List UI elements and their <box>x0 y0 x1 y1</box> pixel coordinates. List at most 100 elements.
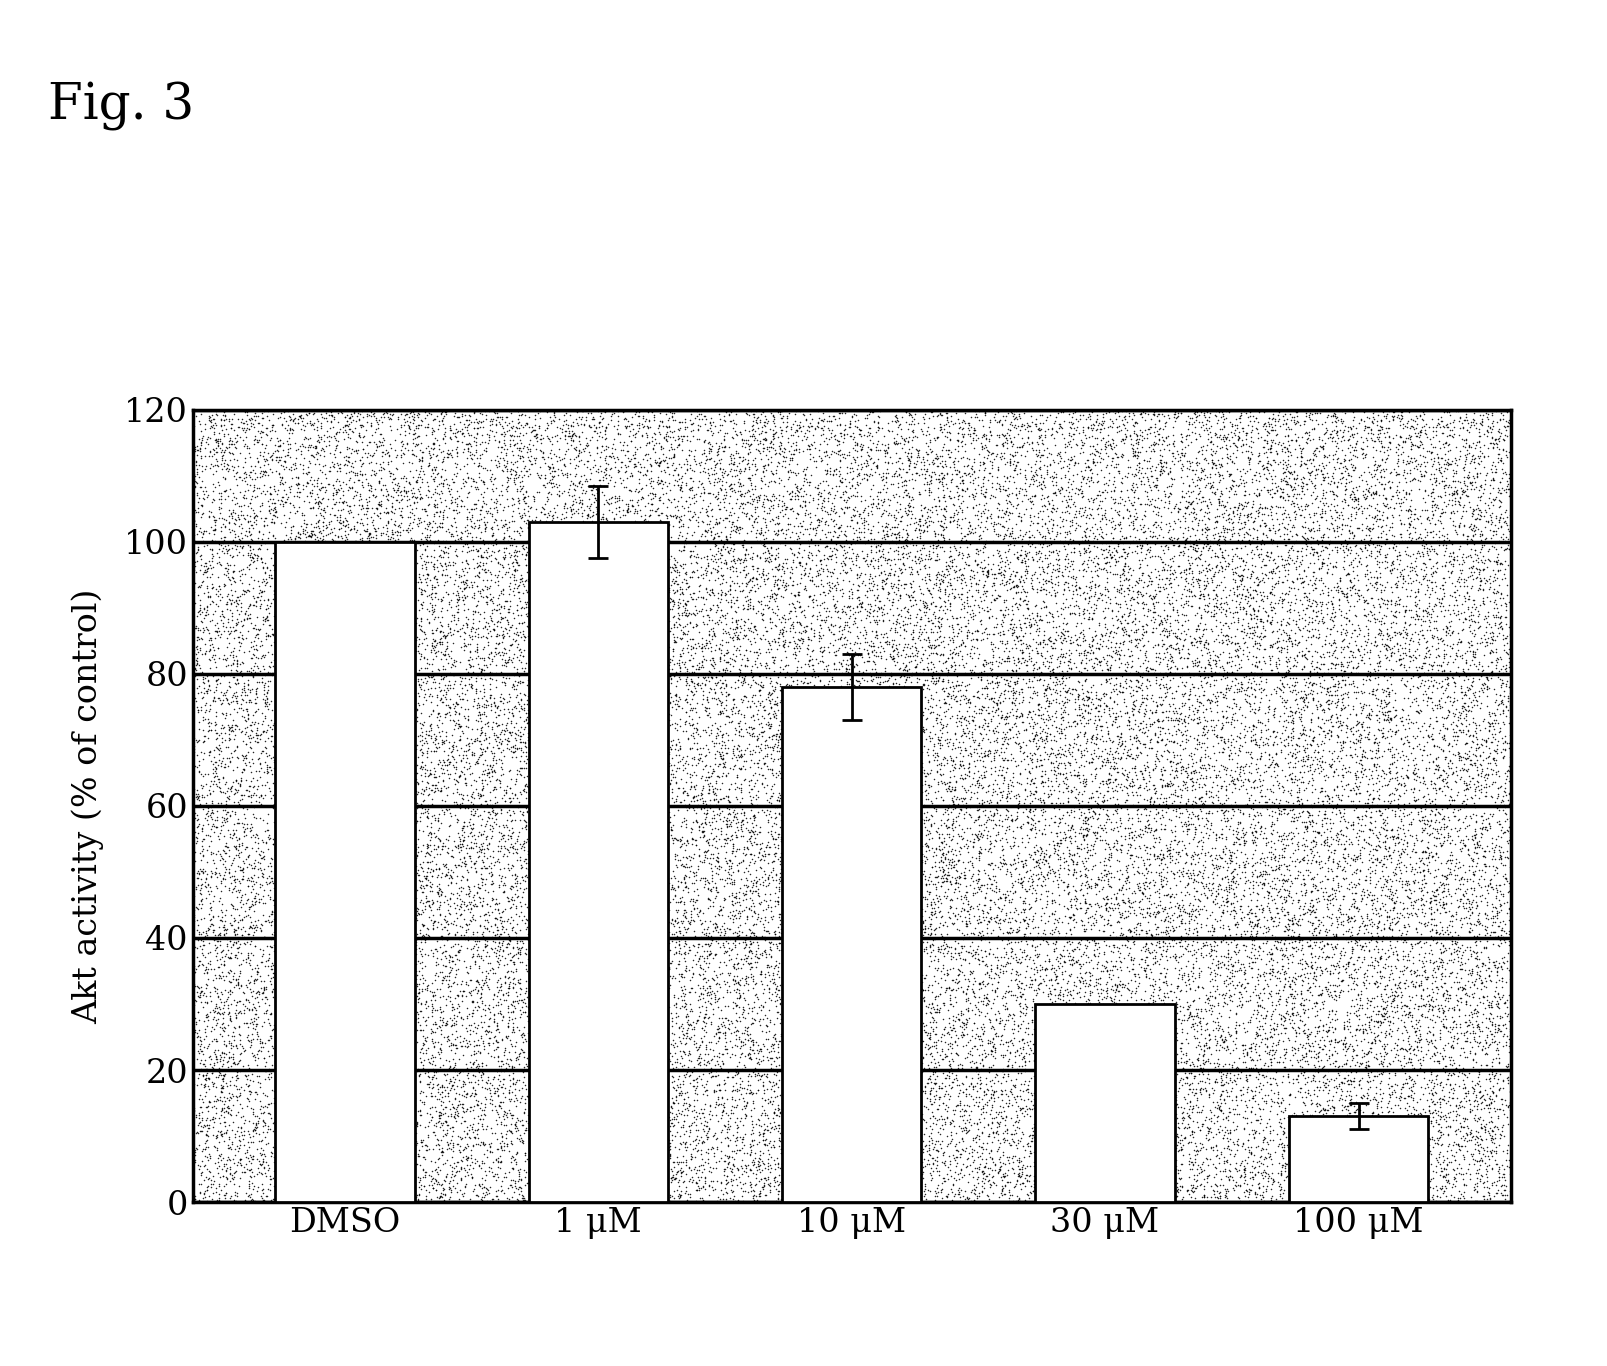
Point <box>688 1050 714 1072</box>
Point <box>1332 697 1358 719</box>
Point <box>947 798 972 820</box>
Point <box>1141 874 1167 896</box>
Point <box>924 445 950 467</box>
Point <box>816 941 842 963</box>
Point <box>333 634 358 656</box>
Point <box>1184 1139 1210 1161</box>
Point <box>463 1065 489 1087</box>
Point <box>943 1042 969 1064</box>
Point <box>1114 479 1139 501</box>
Point <box>198 1091 223 1113</box>
Point <box>675 478 701 500</box>
Point <box>1056 1055 1082 1076</box>
Point <box>1313 1100 1339 1121</box>
Point <box>1282 1128 1308 1150</box>
Point <box>1096 934 1122 956</box>
Point <box>530 777 556 799</box>
Point <box>366 858 392 880</box>
Point <box>1456 460 1482 482</box>
Point <box>1073 870 1099 892</box>
Point <box>632 918 657 940</box>
Point <box>461 742 487 764</box>
Point <box>426 676 452 698</box>
Point <box>657 447 683 469</box>
Point <box>339 1164 365 1186</box>
Point <box>1390 1074 1416 1096</box>
Point <box>1168 779 1194 800</box>
Point <box>1305 805 1331 826</box>
Point <box>1331 419 1356 441</box>
Point <box>877 619 903 641</box>
Point <box>1475 1137 1501 1158</box>
Point <box>839 639 865 661</box>
Point <box>341 515 366 537</box>
Point <box>1258 464 1284 486</box>
Point <box>593 438 619 460</box>
Point <box>1245 574 1271 596</box>
Point <box>654 903 680 925</box>
Point <box>1223 496 1249 518</box>
Point <box>670 777 696 799</box>
Point <box>453 734 479 755</box>
Point <box>1421 1085 1446 1106</box>
Point <box>971 1132 996 1154</box>
Point <box>1064 1041 1090 1063</box>
Point <box>873 657 898 679</box>
Point <box>329 826 355 848</box>
Point <box>791 510 816 531</box>
Point <box>757 501 783 523</box>
Point <box>924 1001 950 1023</box>
Point <box>379 485 405 507</box>
Point <box>1393 744 1419 766</box>
Point <box>485 953 511 975</box>
Point <box>442 507 468 529</box>
Point <box>366 805 392 826</box>
Point <box>415 807 440 829</box>
Point <box>789 958 815 979</box>
Point <box>278 418 304 440</box>
Point <box>1189 790 1215 811</box>
Point <box>953 887 979 908</box>
Point <box>328 1124 354 1146</box>
Point <box>305 556 331 578</box>
Point <box>567 1138 593 1160</box>
Point <box>1210 714 1236 736</box>
Point <box>1421 1115 1446 1137</box>
Point <box>640 643 665 665</box>
Point <box>924 703 950 725</box>
Point <box>767 725 792 747</box>
Point <box>259 1065 284 1087</box>
Point <box>360 572 386 594</box>
Point <box>1090 770 1115 792</box>
Point <box>1396 426 1422 448</box>
Point <box>548 1057 574 1079</box>
Point <box>947 1168 972 1190</box>
Point <box>1290 895 1316 917</box>
Point <box>839 406 865 428</box>
Point <box>1017 456 1043 478</box>
Point <box>685 906 710 928</box>
Point <box>1154 1004 1180 1026</box>
Point <box>495 856 521 878</box>
Point <box>333 654 358 676</box>
Point <box>779 549 805 571</box>
Point <box>1411 955 1437 977</box>
Point <box>1085 822 1110 844</box>
Point <box>649 710 675 732</box>
Point <box>564 1124 590 1146</box>
Point <box>807 549 832 571</box>
Point <box>1056 999 1082 1020</box>
Point <box>334 526 360 548</box>
Point <box>392 796 418 818</box>
Point <box>966 829 992 851</box>
Point <box>1342 1101 1368 1123</box>
Point <box>1351 962 1377 984</box>
Point <box>289 560 315 582</box>
Point <box>673 796 699 818</box>
Point <box>1168 402 1194 423</box>
Point <box>1429 664 1454 686</box>
Point <box>929 669 955 691</box>
Point <box>498 676 524 698</box>
Point <box>403 1186 429 1208</box>
Point <box>1125 1113 1151 1135</box>
